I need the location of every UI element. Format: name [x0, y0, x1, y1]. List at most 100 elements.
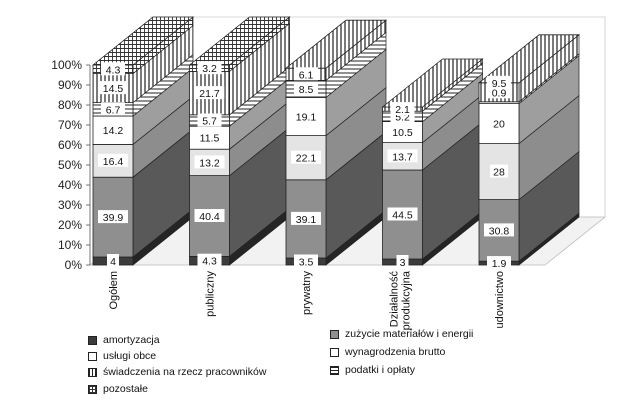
legend-label: świadczenia na rzecz pracowników [103, 366, 267, 378]
data-label: 39.1 [296, 214, 317, 226]
data-label: 10.5 [392, 127, 413, 139]
legend: amortyzacja zużycie materiałów i energii… [88, 326, 608, 396]
data-label-box [107, 254, 119, 267]
data-label: 30.8 [489, 225, 510, 237]
legend-label: amortyzacja [103, 334, 160, 346]
data-label: 40.4 [199, 211, 220, 223]
legend-swatch [330, 347, 339, 357]
data-label-box [194, 155, 225, 169]
y-tick-label: 70% [58, 118, 82, 132]
data-label: 2.1 [395, 104, 410, 116]
data-label: 3 [400, 257, 406, 269]
category-label: Ogółem [108, 271, 120, 310]
data-label-box [387, 207, 418, 221]
data-label: 20 [493, 119, 505, 131]
y-tick-label: 60% [58, 138, 82, 152]
y-tick-label: 0% [65, 258, 83, 272]
data-label-box [387, 125, 418, 139]
legend-item-amortyzacja: amortyzacja [88, 334, 160, 346]
legend-label: pozostałe [103, 383, 148, 395]
data-label: 5.7 [202, 116, 217, 128]
y-tick-label: 40% [58, 178, 82, 192]
data-label: 22.1 [296, 153, 317, 165]
y-tick-label: 50% [58, 158, 82, 172]
legend-swatch [88, 384, 97, 394]
data-label: 39.9 [103, 212, 124, 224]
data-labels: 4 39.9 16.4 14.2 6.7 14.5 4.3 4.3 40.4 13.2 11.5 5.… [98, 61, 514, 270]
y-tick-label: 80% [58, 98, 82, 112]
data-label-box [194, 209, 225, 222]
legend-swatch [330, 329, 339, 339]
data-label: 9.5 [492, 78, 507, 90]
legend-swatch [88, 351, 97, 361]
category-label: Działalnośćprodukcyjna [389, 270, 413, 330]
data-label: 1.9 [492, 258, 507, 270]
data-label-box [98, 210, 128, 224]
legend-item-wynagrodzenia: wynagrodzenia brutto [330, 346, 445, 358]
legend-swatch [88, 367, 97, 377]
data-label: 16.4 [103, 156, 124, 168]
legend-label: usługi obce [103, 350, 157, 362]
data-label-box [101, 62, 125, 76]
data-label: 13.2 [199, 157, 220, 169]
data-label-box [98, 153, 128, 167]
legend-item-uslugi-obce: usługi obce [88, 350, 156, 362]
legend-swatch [330, 365, 339, 375]
data-label: 11.5 [200, 133, 220, 145]
data-label-box [197, 253, 222, 267]
data-label: 0.9 [492, 87, 507, 99]
data-label-box [487, 256, 511, 270]
data-label-box [98, 123, 128, 137]
category-labels: Ogółem publiczny prywatny Działalnośćproduk… [108, 270, 506, 330]
data-label: 28 [493, 167, 505, 179]
y-tick-label: 10% [58, 238, 82, 252]
legend-label: podatki i opłaty [345, 364, 416, 376]
legend-item-podatki: podatki i opłaty [330, 364, 415, 376]
data-label: 21.7 [199, 88, 220, 100]
data-label: 19.1 [296, 112, 317, 124]
data-label: 4.3 [202, 256, 217, 268]
data-label-box [291, 109, 321, 123]
data-label-box [390, 102, 415, 116]
data-label-box [98, 81, 128, 95]
data-label-box [490, 116, 508, 130]
data-label: 3.5 [299, 257, 314, 269]
data-label-box [294, 81, 318, 95]
data-label-box [396, 255, 409, 268]
data-label: 6.1 [299, 69, 314, 81]
category-label: udownictwo [494, 271, 506, 328]
category-label: publiczny [205, 271, 217, 317]
data-label-box [487, 75, 511, 89]
data-label: 4.3 [106, 64, 121, 76]
chart-back-wall [150, 16, 606, 217]
legend-item-swiadczenia: świadczenia na rzecz pracowników [88, 366, 266, 378]
y-tick-label: 90% [58, 78, 82, 92]
data-label-box [294, 67, 318, 81]
legend-item-zuzycie: zużycie materiałów i energii [330, 328, 473, 340]
y-tick-label: 100% [51, 58, 82, 72]
data-label: 14.5 [103, 83, 124, 95]
data-label-box [101, 102, 125, 116]
data-label-box [291, 150, 321, 164]
data-label-box [194, 130, 225, 144]
data-label-box [194, 86, 225, 100]
data-label: 44.5 [392, 210, 413, 222]
data-label: 14.2 [103, 125, 124, 137]
data-label-box [291, 211, 321, 225]
data-label: 13.7 [392, 151, 413, 163]
data-label: 8.5 [299, 84, 314, 96]
data-label-box [387, 149, 418, 163]
y-tick-label: 20% [58, 218, 82, 232]
data-label-box [197, 113, 222, 127]
legend-label: zużycie materiałów i energii [345, 328, 474, 340]
data-label: 4 [110, 256, 116, 268]
data-label-box [294, 254, 318, 268]
legend-item-pozostale: pozostałe [88, 383, 148, 395]
data-label: 3.2 [202, 63, 217, 75]
legend-swatch [88, 335, 97, 345]
y-tick-label: 30% [58, 198, 82, 212]
data-label-box [197, 61, 222, 75]
y-axis: 0% 10% 20% 30% 40% 50% 60% 70% 80% 90% 100% [51, 58, 91, 272]
data-label: 6.7 [106, 104, 121, 116]
